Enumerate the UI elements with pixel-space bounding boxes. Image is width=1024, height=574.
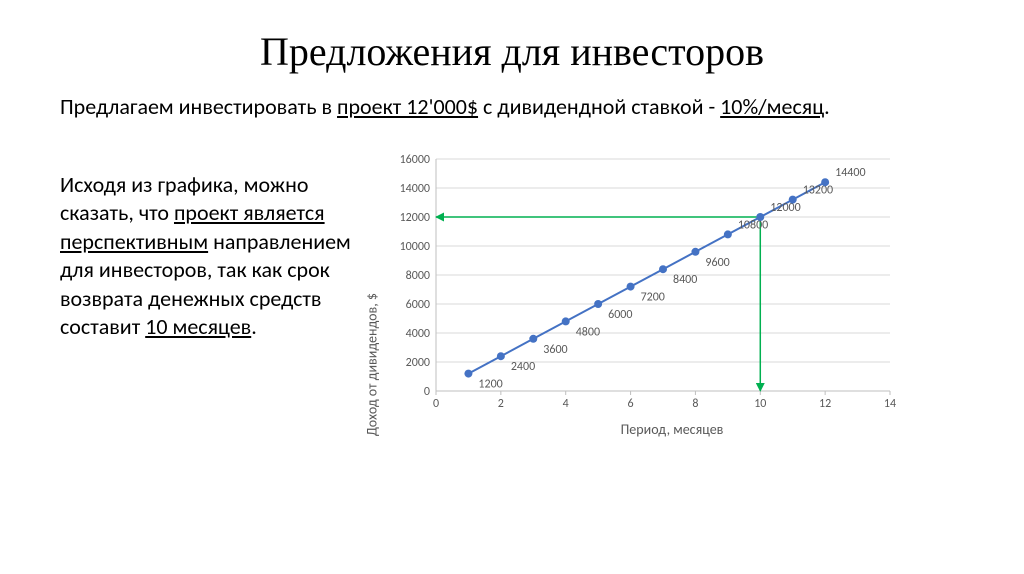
svg-text:12000: 12000: [770, 201, 800, 215]
svg-text:0: 0: [424, 385, 430, 399]
lead-pre: Предлагаем инвестировать в: [60, 93, 337, 120]
svg-text:8: 8: [692, 397, 698, 411]
svg-text:14400: 14400: [835, 166, 865, 180]
side-duration: 10 месяцев: [145, 313, 251, 340]
svg-text:14000: 14000: [400, 182, 430, 196]
svg-text:6: 6: [628, 397, 634, 411]
svg-text:10000: 10000: [400, 240, 430, 254]
svg-text:4800: 4800: [576, 325, 600, 339]
svg-text:3600: 3600: [543, 342, 567, 356]
lead-amount: проект 12'000$: [337, 93, 478, 120]
svg-text:7200: 7200: [641, 290, 665, 304]
svg-text:6000: 6000: [608, 308, 632, 322]
svg-text:12: 12: [819, 397, 831, 411]
svg-text:6000: 6000: [406, 298, 430, 312]
side-post: .: [251, 313, 257, 340]
svg-text:13200: 13200: [803, 183, 833, 197]
page-title: Предложения для инвесторов: [60, 28, 964, 75]
content-row: Исходя из графика, можно сказать, что пр…: [60, 149, 964, 438]
side-paragraph: Исходя из графика, можно сказать, что пр…: [60, 171, 360, 343]
svg-text:4: 4: [563, 397, 569, 411]
svg-text:10800: 10800: [738, 218, 768, 232]
lead-post: .: [824, 93, 830, 120]
svg-text:2400: 2400: [511, 360, 535, 374]
svg-text:14: 14: [884, 397, 896, 411]
lead-rate: 10%/месяц: [720, 93, 824, 120]
dividend-chart: 0200040006000800010000120001400016000024…: [380, 149, 900, 419]
svg-text:16000: 16000: [400, 153, 430, 167]
lead-mid: с дивидендной ставкой -: [478, 93, 720, 120]
y-axis-label: Доход от дивидендов, $: [364, 293, 381, 436]
svg-text:4000: 4000: [406, 327, 430, 341]
svg-text:1200: 1200: [478, 377, 502, 391]
svg-text:12000: 12000: [400, 211, 430, 225]
lead-paragraph: Предлагаем инвестировать в проект 12'000…: [60, 93, 860, 121]
svg-text:2000: 2000: [406, 356, 430, 370]
svg-text:9600: 9600: [705, 255, 729, 269]
svg-text:8000: 8000: [406, 269, 430, 283]
svg-text:0: 0: [433, 397, 439, 411]
svg-text:8400: 8400: [673, 273, 697, 287]
slide: Предложения для инвесторов Предлагаем ин…: [0, 0, 1024, 574]
x-axis-label: Период, месяцев: [380, 421, 964, 438]
svg-text:10: 10: [754, 397, 766, 411]
chart-container: Доход от дивидендов, $ 02000400060008000…: [380, 149, 964, 438]
svg-text:2: 2: [498, 397, 504, 411]
